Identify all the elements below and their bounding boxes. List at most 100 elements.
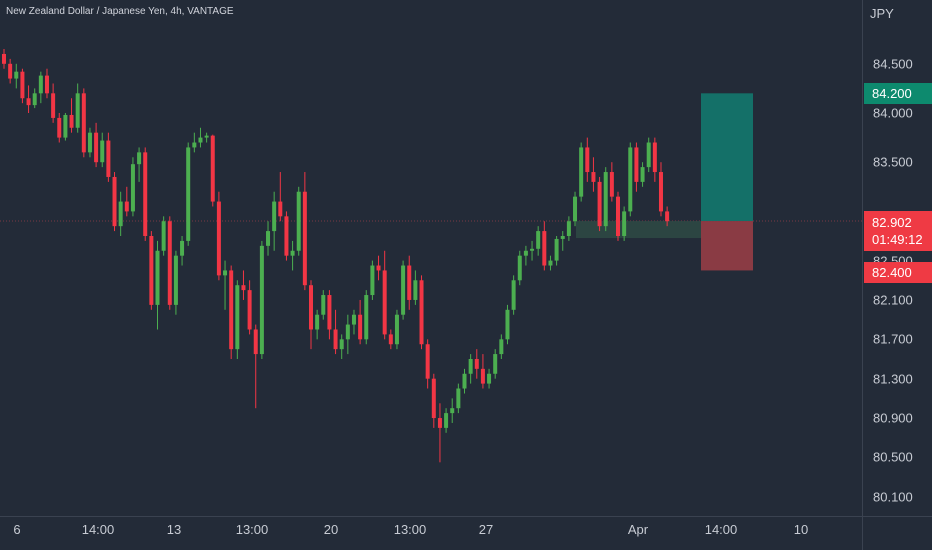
candle[interactable]: [548, 255, 553, 271]
candle[interactable]: [579, 142, 584, 202]
candle[interactable]: [241, 270, 246, 300]
candle[interactable]: [112, 172, 117, 232]
profit-zone[interactable]: [701, 93, 753, 222]
candle[interactable]: [192, 132, 197, 153]
candle[interactable]: [81, 88, 86, 158]
candle[interactable]: [388, 329, 393, 350]
candle[interactable]: [167, 216, 172, 310]
candle[interactable]: [290, 240, 295, 271]
candle[interactable]: [468, 354, 473, 384]
candle[interactable]: [2, 49, 6, 69]
candle[interactable]: [44, 68, 49, 99]
candle[interactable]: [573, 191, 578, 227]
candle[interactable]: [523, 245, 528, 266]
candle[interactable]: [272, 191, 277, 251]
candle[interactable]: [640, 162, 645, 187]
candle[interactable]: [149, 231, 154, 310]
candle[interactable]: [216, 191, 221, 281]
candle[interactable]: [554, 236, 559, 266]
candle[interactable]: [87, 127, 92, 158]
candle[interactable]: [493, 349, 498, 379]
candle[interactable]: [511, 275, 516, 315]
candle[interactable]: [296, 186, 301, 256]
candle[interactable]: [419, 275, 424, 350]
candle[interactable]: [284, 211, 289, 261]
candle[interactable]: [591, 157, 596, 192]
candle[interactable]: [616, 191, 620, 241]
candle[interactable]: [505, 304, 510, 345]
candle[interactable]: [57, 113, 62, 143]
candle[interactable]: [309, 280, 313, 350]
candle[interactable]: [26, 85, 31, 113]
candle[interactable]: [266, 221, 271, 256]
candle[interactable]: [75, 83, 80, 133]
candle[interactable]: [333, 309, 338, 355]
candle[interactable]: [106, 132, 111, 182]
candle[interactable]: [634, 142, 639, 192]
candle[interactable]: [51, 83, 56, 123]
candle[interactable]: [161, 216, 166, 256]
candle[interactable]: [32, 88, 37, 109]
candle[interactable]: [204, 132, 209, 143]
candle[interactable]: [542, 221, 547, 271]
candle[interactable]: [499, 334, 504, 359]
candle[interactable]: [462, 368, 467, 394]
candle[interactable]: [173, 250, 178, 315]
candle[interactable]: [622, 206, 627, 241]
candle[interactable]: [646, 137, 651, 173]
candle[interactable]: [339, 334, 344, 359]
candle[interactable]: [229, 265, 234, 359]
candle[interactable]: [609, 162, 614, 202]
candle[interactable]: [315, 309, 320, 340]
candle[interactable]: [345, 314, 350, 355]
candle[interactable]: [253, 324, 258, 409]
candle[interactable]: [358, 299, 363, 345]
candle[interactable]: [118, 191, 123, 236]
candle[interactable]: [474, 349, 479, 379]
candle[interactable]: [407, 255, 412, 310]
candle[interactable]: [394, 309, 399, 350]
candle[interactable]: [382, 250, 387, 340]
candle[interactable]: [376, 255, 381, 281]
candle[interactable]: [585, 137, 590, 182]
candle[interactable]: [566, 216, 571, 241]
candle[interactable]: [431, 373, 436, 428]
candle[interactable]: [530, 240, 535, 261]
candle[interactable]: [38, 71, 43, 104]
candle[interactable]: [444, 408, 449, 433]
candle[interactable]: [302, 172, 307, 291]
candle[interactable]: [124, 186, 129, 217]
candle[interactable]: [456, 383, 461, 414]
candle[interactable]: [603, 167, 608, 232]
candle[interactable]: [63, 113, 68, 141]
candle[interactable]: [665, 206, 670, 227]
candle[interactable]: [130, 157, 135, 217]
candle[interactable]: [69, 98, 74, 133]
candle[interactable]: [186, 142, 191, 246]
candle[interactable]: [487, 368, 492, 389]
candle[interactable]: [259, 240, 264, 359]
candle[interactable]: [235, 280, 240, 359]
candle[interactable]: [628, 142, 633, 217]
candle[interactable]: [155, 240, 160, 330]
candle[interactable]: [480, 354, 485, 389]
candle[interactable]: [100, 132, 105, 168]
candle[interactable]: [364, 290, 369, 345]
candle[interactable]: [223, 260, 228, 310]
candle[interactable]: [210, 134, 215, 207]
candle[interactable]: [597, 176, 602, 232]
candle[interactable]: [413, 270, 418, 305]
candle[interactable]: [278, 172, 283, 222]
candle[interactable]: [658, 162, 663, 217]
candle[interactable]: [94, 122, 99, 168]
candle[interactable]: [137, 147, 142, 182]
candle[interactable]: [652, 137, 657, 182]
candle[interactable]: [8, 58, 13, 84]
candle[interactable]: [351, 309, 356, 335]
candle[interactable]: [517, 250, 522, 286]
candle[interactable]: [180, 236, 185, 266]
symbol-title[interactable]: New Zealand Dollar / Japanese Yen, 4h, V…: [6, 6, 234, 17]
candle[interactable]: [370, 260, 375, 300]
candle[interactable]: [143, 147, 148, 241]
candle[interactable]: [327, 290, 332, 340]
